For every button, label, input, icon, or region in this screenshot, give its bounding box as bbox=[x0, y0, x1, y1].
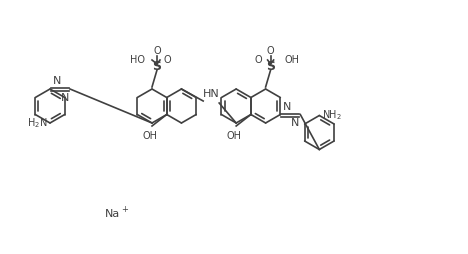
Text: +: + bbox=[121, 205, 128, 214]
Text: OH: OH bbox=[227, 131, 241, 141]
Text: OH: OH bbox=[285, 55, 300, 65]
Text: N: N bbox=[61, 93, 69, 103]
Text: HO: HO bbox=[130, 55, 145, 65]
Text: O: O bbox=[267, 46, 274, 56]
Text: S: S bbox=[153, 59, 161, 72]
Text: S: S bbox=[266, 59, 275, 72]
Text: H$_2$N: H$_2$N bbox=[27, 116, 47, 130]
Text: OH: OH bbox=[142, 131, 158, 141]
Text: N: N bbox=[291, 119, 300, 129]
Text: Na: Na bbox=[105, 209, 120, 219]
Text: N: N bbox=[283, 102, 292, 112]
Text: HN: HN bbox=[203, 89, 219, 99]
Text: O: O bbox=[255, 55, 263, 65]
Text: N: N bbox=[53, 76, 61, 86]
Text: O: O bbox=[153, 46, 161, 56]
Text: O: O bbox=[163, 55, 171, 65]
Text: NH$_2$: NH$_2$ bbox=[322, 109, 342, 122]
